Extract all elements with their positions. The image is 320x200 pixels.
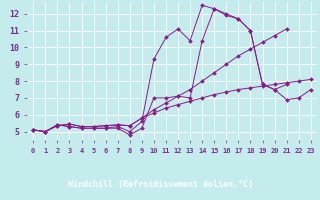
Text: Windchill (Refroidissement éolien,°C): Windchill (Refroidissement éolien,°C) — [68, 180, 252, 190]
